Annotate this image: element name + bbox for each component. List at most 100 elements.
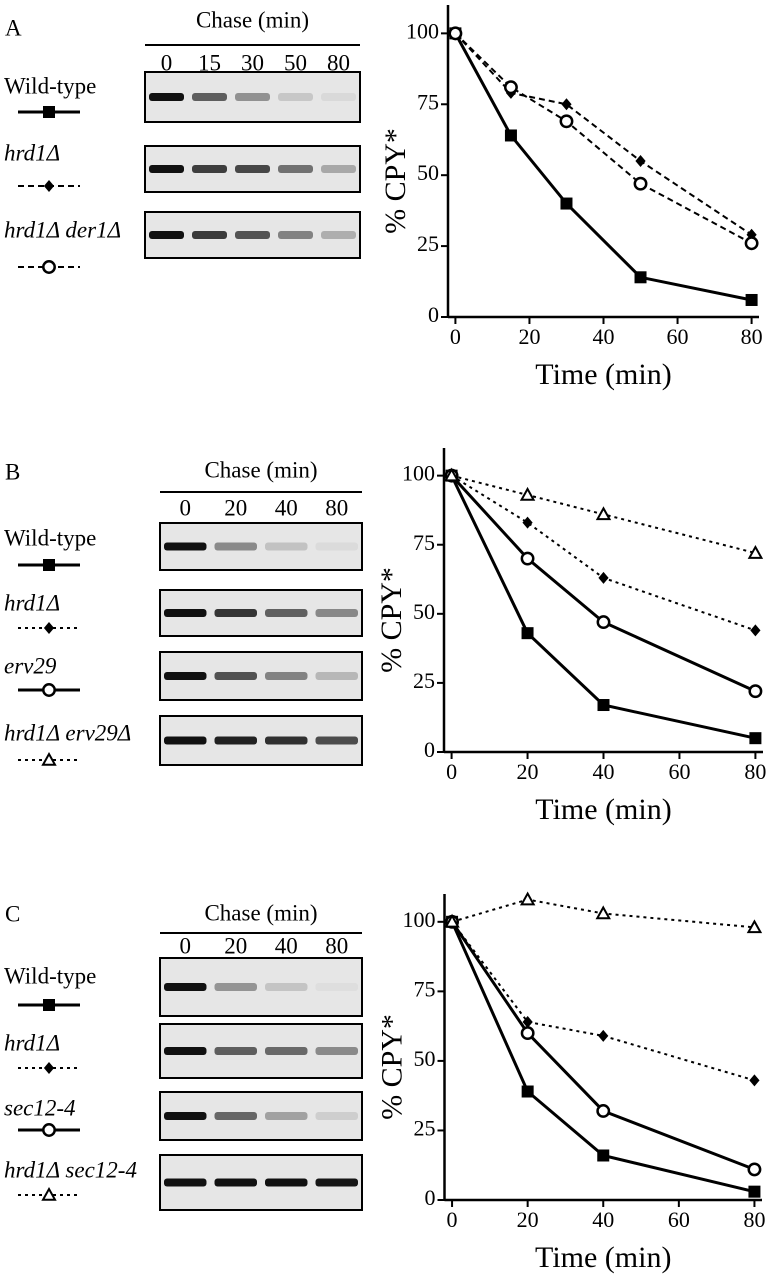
gel-band [321, 231, 356, 239]
x-tick-label: 40 [593, 324, 615, 349]
gel-band [235, 231, 270, 239]
gel-band [214, 1178, 257, 1187]
data-point [598, 571, 609, 584]
data-point [448, 26, 463, 41]
legend-label: Wild-type [4, 963, 96, 988]
series-line [451, 898, 755, 929]
y-axis-title: % CPY* [375, 1014, 408, 1120]
series-line [454, 32, 753, 236]
data-point [747, 544, 764, 559]
gel-band [265, 1112, 308, 1120]
series-line [454, 32, 753, 245]
gel-header: Chase (min) [204, 900, 317, 925]
x-tick-label: 80 [743, 1207, 765, 1232]
x-tick-label: 20 [518, 324, 540, 349]
gel-band [315, 1178, 358, 1187]
data-point [559, 114, 574, 129]
gel-band [315, 542, 358, 551]
gel-band [315, 609, 358, 617]
gel-band [235, 165, 270, 173]
gel-band [265, 672, 308, 680]
gel-band [315, 983, 358, 991]
legend-label: Wild-type [4, 73, 96, 98]
data-point [749, 732, 762, 745]
gel-band [235, 93, 270, 101]
data-point [748, 684, 763, 699]
legend-marker [43, 180, 55, 192]
lane-label: 30 [241, 50, 264, 75]
panel-letter: B [5, 459, 20, 484]
gel-band [265, 736, 308, 745]
x-tick-label: 80 [744, 759, 766, 784]
data-point [519, 486, 536, 501]
x-axis-title: Time (min) [535, 793, 671, 826]
gel-band [164, 736, 207, 745]
data-point [561, 98, 572, 111]
y-axis-title: % CPY* [379, 128, 412, 234]
y-axis-title: % CPY* [375, 567, 408, 673]
gel-band [265, 1047, 308, 1055]
legend-label: hrd1Δ sec12-4 [4, 1157, 137, 1182]
x-tick-label: 20 [517, 759, 539, 784]
gel-band [192, 231, 227, 239]
data-point [750, 624, 761, 637]
y-tick-label: 100 [406, 18, 439, 43]
data-point [598, 1029, 609, 1042]
data-point [635, 155, 646, 167]
legend-label: hrd1Δ erv29Δ [4, 720, 131, 745]
lane-label: 40 [275, 495, 298, 520]
data-point [443, 467, 460, 482]
data-point [634, 271, 647, 284]
lane-label: 40 [275, 933, 298, 958]
lane-label: 0 [180, 933, 192, 958]
legend-marker [43, 106, 55, 118]
y-tick-label: 100 [402, 461, 435, 486]
legend-label: hrd1Δ [4, 590, 60, 615]
data-point [520, 551, 535, 566]
gel-band [214, 983, 257, 991]
gel-band [214, 1112, 257, 1120]
lane-label: 80 [325, 933, 348, 958]
y-tick-label: 0 [425, 1185, 436, 1210]
gel-band [214, 672, 257, 680]
gel-band [315, 736, 358, 745]
lane-label: 80 [327, 50, 350, 75]
y-tick-label: 25 [414, 1116, 436, 1141]
data-point [749, 1074, 760, 1087]
lane-label: 20 [224, 933, 247, 958]
gel-band [164, 1112, 207, 1120]
series-line [451, 474, 756, 632]
data-point [522, 516, 533, 529]
y-tick-label: 0 [428, 302, 439, 327]
data-point [596, 615, 611, 630]
gel-band [149, 165, 184, 173]
y-tick-label: 75 [414, 976, 436, 1001]
gel-band [192, 93, 227, 101]
data-point [522, 1015, 533, 1028]
data-point [597, 699, 610, 712]
panel-letter: C [5, 901, 20, 926]
legend-marker [43, 622, 55, 634]
gel-band [278, 93, 313, 101]
gel [159, 522, 363, 571]
gel-band [265, 542, 308, 551]
legend-label: hrd1Δ der1Δ [4, 217, 121, 242]
data-point [560, 197, 573, 210]
y-tick-label: 75 [417, 89, 439, 114]
legend-marker [43, 1062, 55, 1074]
series-line [450, 474, 756, 740]
gel-band [321, 93, 356, 101]
gel-band [214, 542, 257, 551]
data-point [595, 506, 612, 521]
data-point [520, 1026, 535, 1041]
series-line [450, 474, 757, 693]
data-point [504, 129, 517, 142]
x-tick-label: 40 [593, 759, 615, 784]
series-line [454, 32, 752, 302]
x-axis-title: Time (min) [535, 358, 671, 391]
legend-marker [41, 751, 57, 766]
x-tick-label: 0 [450, 324, 461, 349]
gel-band [278, 165, 313, 173]
x-tick-label: 20 [517, 1207, 539, 1232]
